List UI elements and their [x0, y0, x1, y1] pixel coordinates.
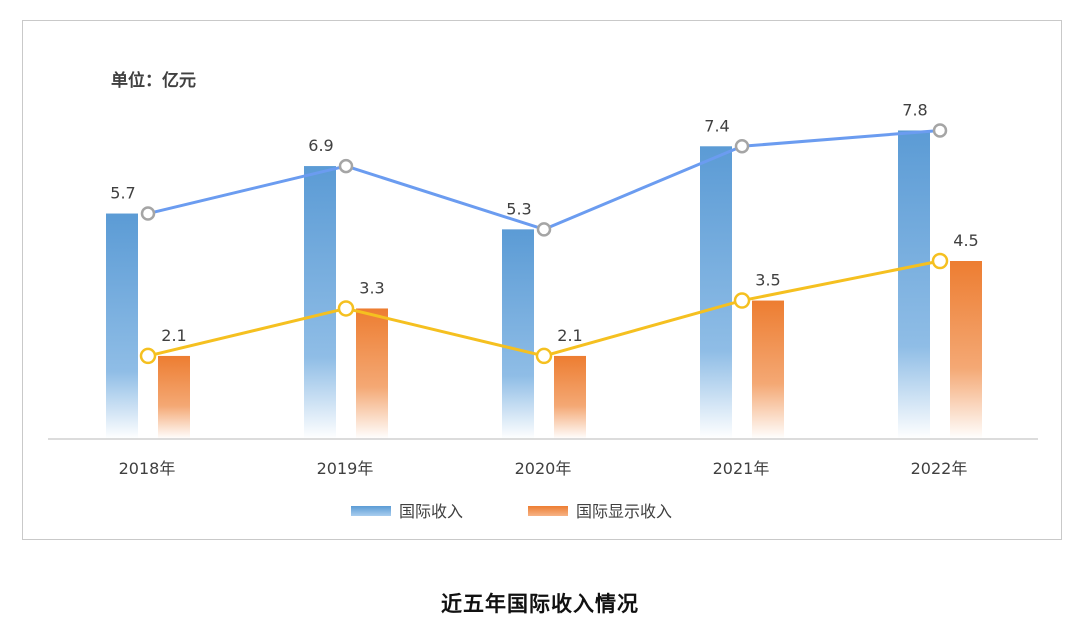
legend-swatch — [351, 506, 391, 516]
data-point — [139, 347, 157, 365]
chart-frame: 单位：亿元 5.7 6.9 5.3 7.4 7.8 2.1 3.3 2.1 3.5 4.5 201… — [22, 20, 1062, 540]
data-point — [733, 292, 751, 309]
data-label: 3.3 — [359, 278, 384, 297]
legend-label: 国际显示收入 — [576, 502, 672, 521]
series-line-display-income — [147, 259, 941, 358]
bar-income — [700, 146, 732, 439]
data-label: 2.1 — [161, 326, 186, 345]
data-label: 2.1 — [557, 326, 582, 345]
x-tick-label: 2019年 — [317, 459, 374, 478]
data-point — [734, 139, 750, 154]
bar-income — [502, 229, 534, 439]
data-point — [337, 300, 355, 317]
data-point — [536, 222, 552, 237]
data-point — [140, 206, 156, 221]
x-tick-label: 2022年 — [911, 459, 968, 478]
data-label: 7.8 — [902, 100, 927, 119]
data-label: 3.5 — [755, 271, 780, 290]
data-point — [338, 158, 354, 174]
series-line-income — [147, 128, 941, 231]
bar-income — [304, 166, 336, 440]
data-label: 4.5 — [953, 231, 978, 250]
bar-display-income — [356, 308, 388, 439]
x-tick-label: 2020年 — [515, 459, 572, 478]
data-label: 5.3 — [506, 199, 531, 218]
bar-display-income — [158, 355, 190, 439]
data-label: 7.4 — [704, 116, 729, 135]
bar-income — [106, 213, 138, 439]
legend-swatch — [528, 506, 568, 516]
x-tick-label: 2018年 — [119, 459, 176, 478]
chart-caption: 近五年国际收入情况 — [441, 592, 639, 616]
data-point — [932, 123, 948, 138]
bar-display-income — [554, 355, 586, 439]
x-tick-label: 2021年 — [713, 459, 770, 478]
bar-income — [898, 130, 930, 439]
data-label: 5.7 — [110, 184, 135, 203]
legend-label: 国际收入 — [399, 502, 463, 521]
chart-svg: 单位：亿元 5.7 6.9 5.3 7.4 7.8 2.1 3.3 2.1 3.5 4.5 201… — [48, 70, 1038, 521]
bar-display-income — [752, 300, 784, 439]
bar-display-income — [950, 261, 982, 439]
data-point — [535, 347, 553, 365]
unit-label: 单位：亿元 — [111, 70, 196, 91]
data-label: 6.9 — [308, 136, 333, 155]
data-point — [931, 252, 949, 270]
